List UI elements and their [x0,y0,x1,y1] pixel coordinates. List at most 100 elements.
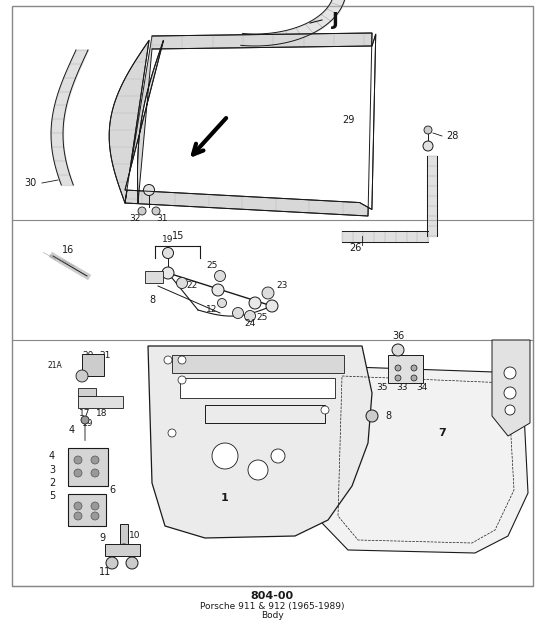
Polygon shape [322,366,528,553]
Circle shape [143,185,154,195]
Text: 17: 17 [79,408,91,418]
Circle shape [212,284,224,296]
Text: 16: 16 [62,245,74,255]
Text: Porsche 911 & 912 (1965-1989): Porsche 911 & 912 (1965-1989) [200,602,344,610]
Bar [205,405,325,423]
Text: 21A: 21A [47,362,62,371]
Circle shape [162,267,174,279]
Text: 8: 8 [385,411,391,421]
Circle shape [248,460,268,480]
Circle shape [505,405,515,415]
Text: 4: 4 [49,451,55,461]
Text: 31: 31 [156,214,168,222]
Text: 33: 33 [396,384,408,392]
Text: 30: 30 [24,178,36,188]
Circle shape [76,370,88,382]
Text: 32: 32 [129,214,141,222]
Bar [180,378,335,398]
Circle shape [366,410,378,422]
Circle shape [162,247,173,259]
Bar [82,354,104,376]
Circle shape [395,365,401,371]
Circle shape [91,469,99,477]
Bar [172,355,344,373]
Text: 21: 21 [99,352,111,360]
Polygon shape [125,34,376,210]
Circle shape [91,456,99,464]
Text: 1: 1 [221,493,229,503]
Text: 10: 10 [129,531,141,541]
Circle shape [74,456,82,464]
Circle shape [392,344,404,356]
Polygon shape [492,340,530,436]
Text: 3: 3 [49,465,55,475]
Circle shape [168,429,176,437]
Text: J: J [331,11,338,29]
Circle shape [395,375,401,381]
Text: 19: 19 [82,418,94,428]
Circle shape [249,297,261,309]
Text: 22: 22 [186,281,198,291]
Text: 8: 8 [149,295,155,305]
Bar [388,355,423,383]
Circle shape [74,469,82,477]
Circle shape [106,557,118,569]
Circle shape [215,271,226,281]
Circle shape [411,365,417,371]
Circle shape [233,308,244,318]
Bar [78,388,96,396]
Text: 804-00: 804-00 [251,591,294,601]
Text: 20: 20 [82,352,94,360]
Circle shape [504,367,516,379]
Text: Body: Body [261,612,283,620]
Circle shape [424,126,432,134]
Text: 34: 34 [416,384,428,392]
Text: 18: 18 [96,408,108,418]
Circle shape [411,375,417,381]
Text: 9: 9 [99,533,105,543]
Text: 11: 11 [99,567,111,577]
Text: 6: 6 [109,485,115,495]
Bar [68,494,106,526]
Circle shape [126,557,138,569]
Bar [145,271,163,283]
Text: 35: 35 [376,384,387,392]
Text: 15: 15 [172,231,184,241]
Circle shape [178,356,186,364]
Circle shape [91,502,99,510]
Circle shape [217,298,227,308]
Circle shape [152,207,160,215]
Text: 23: 23 [276,281,288,291]
Circle shape [504,387,516,399]
Bar [68,448,108,486]
Text: 12: 12 [207,305,217,315]
Polygon shape [109,33,372,216]
Text: 24: 24 [244,318,256,327]
Text: 36: 36 [392,331,404,341]
Polygon shape [148,346,372,538]
Text: 4: 4 [69,425,75,435]
Circle shape [178,376,186,384]
Bar [120,524,128,546]
Text: 26: 26 [349,243,361,253]
Circle shape [212,443,238,469]
Circle shape [91,512,99,520]
Circle shape [81,416,89,424]
Bar [105,544,140,556]
Circle shape [321,406,329,414]
Circle shape [118,544,130,556]
Circle shape [164,356,172,364]
Circle shape [138,207,146,215]
Circle shape [245,310,256,322]
Text: 28: 28 [446,131,458,141]
Text: 7: 7 [438,428,446,438]
Circle shape [177,278,187,288]
Text: 2: 2 [49,478,55,488]
Text: 25: 25 [256,313,268,323]
Text: 5: 5 [49,491,55,501]
Circle shape [271,449,285,463]
Circle shape [423,141,433,151]
Text: 25: 25 [207,261,217,271]
Circle shape [74,512,82,520]
Text: 19: 19 [162,236,174,244]
